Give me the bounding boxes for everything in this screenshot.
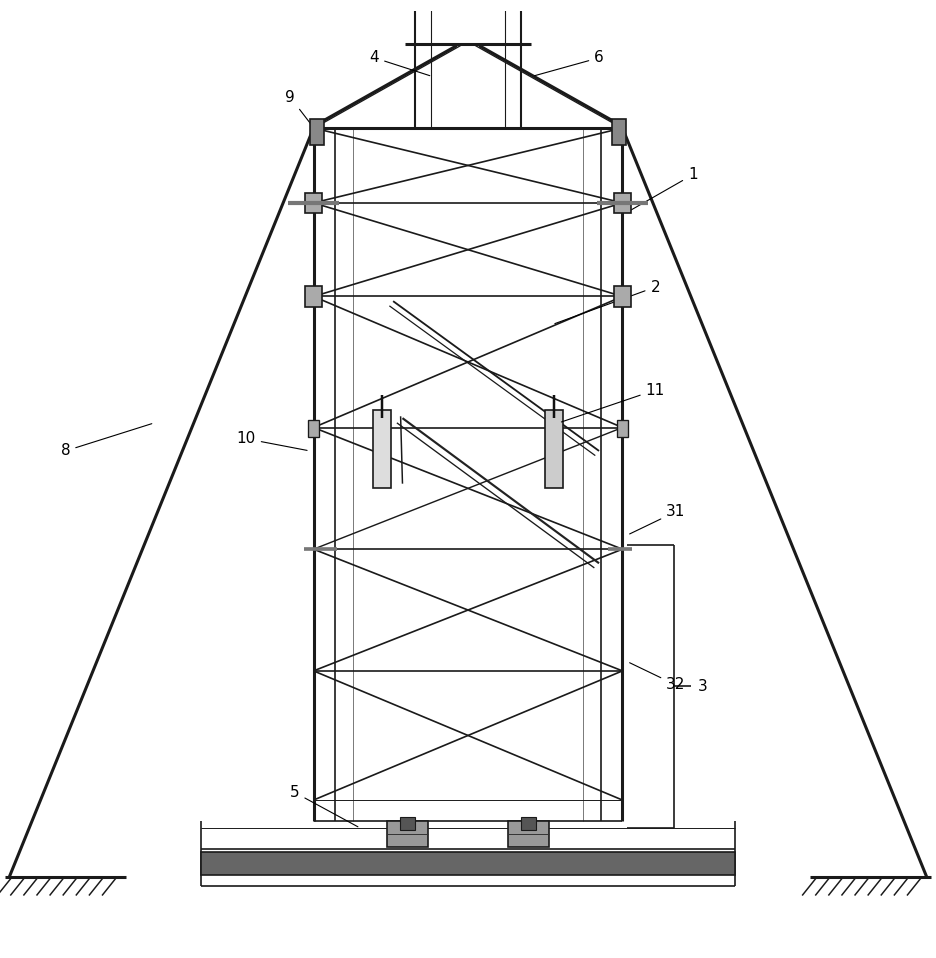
Text: 11: 11 [562,382,665,422]
Bar [614,286,631,307]
Text: 9: 9 [285,90,319,135]
Text: 4: 4 [370,51,430,76]
Text: 3: 3 [697,679,707,694]
Bar [617,420,628,437]
Bar [373,410,391,489]
Text: 32: 32 [630,663,685,693]
Bar [545,410,563,489]
Bar [614,193,631,214]
Bar [305,193,322,214]
Text: 6: 6 [534,51,604,76]
Bar [508,821,549,847]
Text: 31: 31 [630,504,685,534]
Text: 8: 8 [61,423,152,459]
Bar [400,817,415,830]
Text: 10: 10 [237,431,307,450]
Bar [612,119,626,145]
Bar [308,420,319,437]
Bar [310,119,324,145]
Text: 5: 5 [290,785,358,827]
Text: 2: 2 [555,280,660,324]
Text: 1: 1 [630,168,697,211]
Bar [305,286,322,307]
Bar [201,852,735,875]
Bar [387,821,428,847]
Bar [521,817,536,830]
